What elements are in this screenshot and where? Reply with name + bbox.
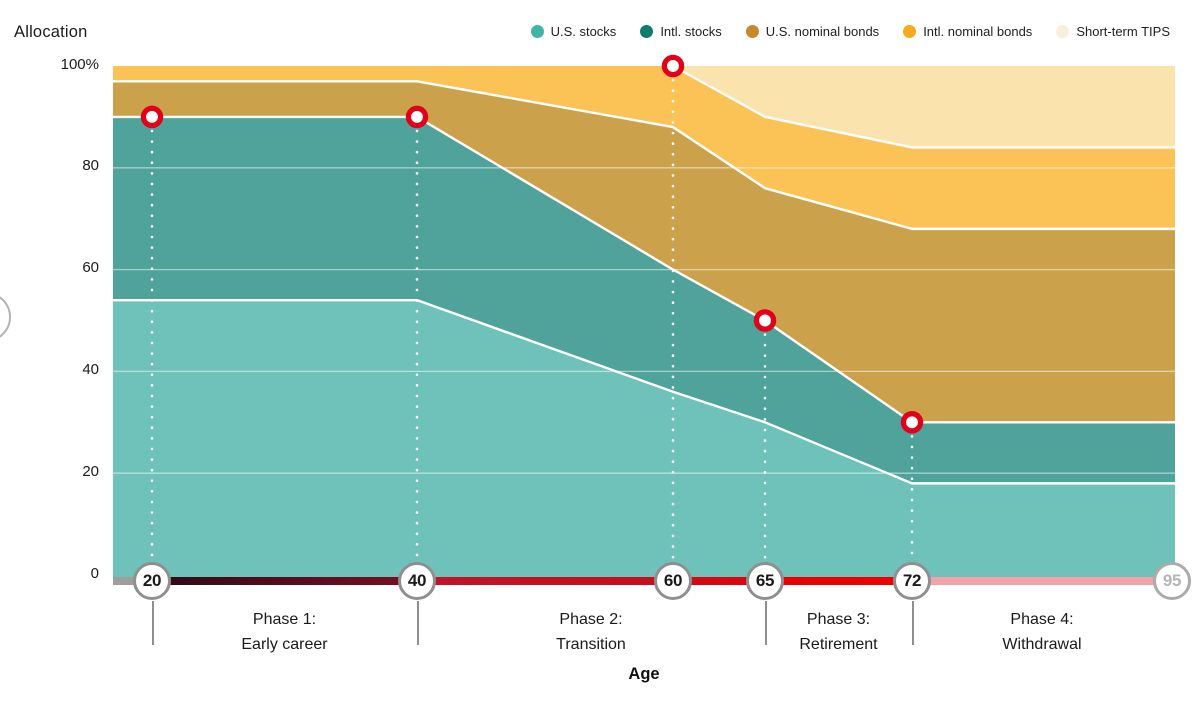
short-term-tips-swatch-icon [1056,25,1070,38]
y-tick-60: 60 [82,259,99,277]
area-short-term-tips [113,66,1175,148]
y-tick-40: 40 [82,360,99,378]
phase-label-2: Phase 2: Transition [556,611,626,653]
phase-separator-age-65 [765,601,767,645]
area-intl-nominal-bonds [113,66,1175,229]
age-tick-72: 72 [893,562,931,600]
legend: U.S. stocks Intl. stocks U.S. nominal bond… [530,24,1170,39]
area-intl-stocks [113,116,1175,484]
u-s-nominal-bonds-swatch-icon [745,25,759,38]
intl-stocks-swatch-icon [640,25,654,38]
legend-item-u-s-nominal-bonds: U.S. nominal bonds [745,24,880,39]
legend-label: U.S. nominal bonds [765,24,880,39]
phase-label-1: Phase 1: Early career [241,611,328,653]
stacked-area-plot [113,54,1175,578]
legend-label: Short-term TIPS [1076,24,1170,39]
phase-label-3: Phase 3: Retirement [799,611,878,653]
legend-item-short-term-tips: Short-term TIPS [1056,24,1170,39]
legend-label: Intl. stocks [660,24,722,39]
glide-point-age-40[interactable] [405,105,429,129]
legend-label: U.S. stocks [550,24,617,39]
phase-label-4: Phase 4: Withdrawal [1002,611,1082,653]
area-u-s-stocks [113,300,1175,578]
glide-point-age-72[interactable] [900,411,924,434]
x-axis-title: Age [628,665,660,683]
age-tick-95: 95 [1153,562,1191,600]
glide-point-age-60[interactable] [661,54,685,78]
y-tick-80: 80 [82,157,99,175]
legend-item-intl-nominal-bonds: Intl. nominal bonds [903,24,1032,39]
chart-title: Allocation [14,23,88,41]
legend-item-u-s-stocks: U.S. stocks [530,24,617,39]
y-tick-20: 20 [82,462,99,480]
carousel-prev-button[interactable] [0,292,11,342]
phase-separator-age-40 [417,601,419,645]
boundary-line-u-s-stocks [113,298,1175,485]
legend-item-intl-stocks: Intl. stocks [640,24,722,39]
u-s-stocks-swatch-icon [530,25,544,38]
boundary-line-u-s-nominal-bonds [113,80,1175,231]
boundary-line-intl-stocks [113,115,1175,424]
age-axis-bar [113,577,1175,585]
y-tick-100: 100% [60,55,99,73]
glide-point-age-20[interactable] [140,105,164,129]
age-tick-40: 40 [398,562,436,600]
boundary-line-intl-nominal-bonds [672,64,1175,149]
age-tick-20: 20 [133,562,171,600]
intl-nominal-bonds-swatch-icon [903,25,917,38]
phase-separator-age-72 [912,601,914,645]
phase-separator-age-20 [152,601,154,645]
y-tick-0: 0 [90,564,99,582]
legend-label: Intl. nominal bonds [923,24,1033,39]
age-tick-60: 60 [654,562,692,600]
age-tick-65: 65 [746,562,784,600]
glide-point-age-65[interactable] [753,309,777,332]
